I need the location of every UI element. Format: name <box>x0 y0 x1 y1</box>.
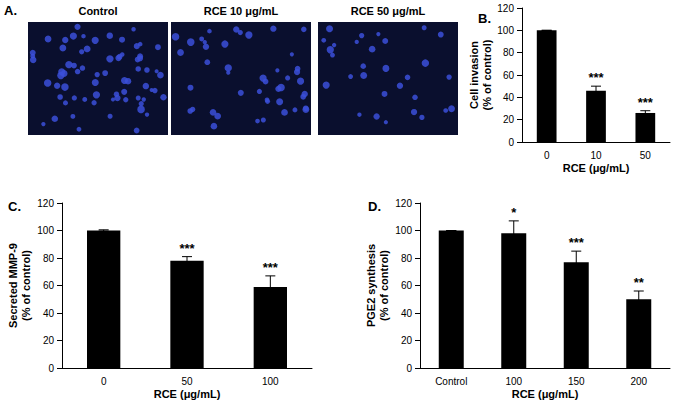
svg-text:80: 80 <box>401 253 413 264</box>
svg-text:Control: Control <box>435 376 467 387</box>
svg-text:200: 200 <box>630 376 647 387</box>
svg-text:50: 50 <box>181 376 193 387</box>
svg-text:**: ** <box>634 275 645 290</box>
svg-text:D.: D. <box>368 199 381 214</box>
svg-text:0: 0 <box>406 363 412 374</box>
svg-text:120: 120 <box>37 198 54 209</box>
svg-text:***: *** <box>263 260 279 275</box>
svg-text:***: *** <box>638 95 654 110</box>
svg-text:(% of control): (% of control) <box>481 39 493 110</box>
svg-text:40: 40 <box>503 92 515 103</box>
svg-text:***: *** <box>179 241 195 256</box>
svg-text:120: 120 <box>497 3 514 14</box>
svg-text:***: *** <box>588 70 604 85</box>
svg-text:20: 20 <box>401 335 413 346</box>
svg-text:60: 60 <box>503 70 515 81</box>
svg-text:0: 0 <box>508 137 514 148</box>
svg-text:Cell invasion: Cell invasion <box>468 41 480 109</box>
svg-text:100: 100 <box>497 25 514 36</box>
svg-text:RCE (μg/mL): RCE (μg/mL) <box>154 388 221 400</box>
svg-text:RCE 10 μg/mL: RCE 10 μg/mL <box>204 5 279 17</box>
svg-text:60: 60 <box>401 280 413 291</box>
svg-text:RCE (μg/mL): RCE (μg/mL) <box>563 162 630 174</box>
svg-text:20: 20 <box>43 335 55 346</box>
svg-text:100: 100 <box>395 225 412 236</box>
svg-text:80: 80 <box>503 47 515 58</box>
svg-text:10: 10 <box>590 150 602 161</box>
svg-text:PGE2 synthesis: PGE2 synthesis <box>365 244 377 327</box>
svg-text:C.: C. <box>8 199 21 214</box>
svg-text:50: 50 <box>640 150 652 161</box>
svg-text:100: 100 <box>262 376 279 387</box>
svg-text:*: * <box>511 205 517 220</box>
svg-text:A.: A. <box>4 3 17 18</box>
svg-text:B.: B. <box>478 11 491 26</box>
svg-text:40: 40 <box>401 308 413 319</box>
svg-text:***: *** <box>569 235 585 250</box>
svg-text:0: 0 <box>101 376 107 387</box>
svg-text:100: 100 <box>505 376 522 387</box>
svg-text:60: 60 <box>43 280 55 291</box>
svg-text:20: 20 <box>503 114 515 125</box>
svg-text:120: 120 <box>395 198 412 209</box>
svg-text:100: 100 <box>37 225 54 236</box>
svg-text:RCE 50 μg/mL: RCE 50 μg/mL <box>351 5 426 17</box>
svg-text:RCE (μg/mL): RCE (μg/mL) <box>512 388 579 400</box>
svg-text:0: 0 <box>544 150 550 161</box>
svg-text:40: 40 <box>43 308 55 319</box>
svg-text:Secreted MMP-9: Secreted MMP-9 <box>7 243 19 328</box>
svg-text:(% of control): (% of control) <box>20 250 32 321</box>
svg-text:(% of control): (% of control) <box>378 250 390 321</box>
svg-text:80: 80 <box>43 253 55 264</box>
svg-text:Control: Control <box>78 5 117 17</box>
svg-text:150: 150 <box>568 376 585 387</box>
svg-text:0: 0 <box>48 363 54 374</box>
